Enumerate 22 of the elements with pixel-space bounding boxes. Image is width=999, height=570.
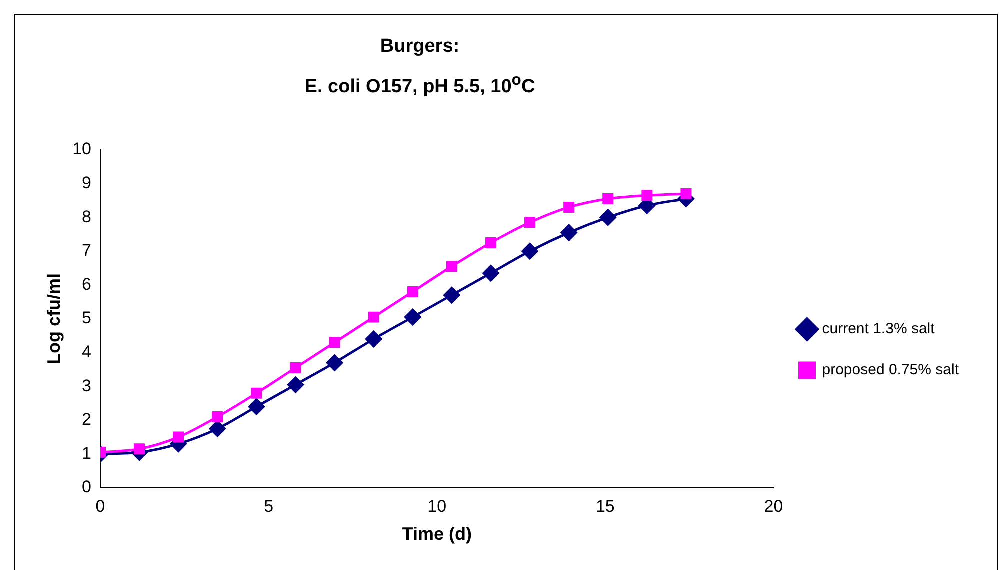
legend-label: proposed 0.75% salt bbox=[822, 362, 960, 379]
y-tick-label: 5 bbox=[82, 308, 92, 328]
chart-subtitle: E. coli O157, pH 5.5, 10$^{o}$C bbox=[304, 71, 536, 100]
x-tick-label: 0 bbox=[96, 496, 106, 516]
y-tick-label: 10 bbox=[72, 140, 92, 159]
x-tick-label: 5 bbox=[264, 496, 274, 516]
y-tick-label: 8 bbox=[82, 207, 92, 226]
y-tick-label: 9 bbox=[82, 173, 92, 192]
y-tick-label: 6 bbox=[82, 274, 92, 294]
chart-title: Burgers: bbox=[379, 35, 461, 59]
legend-label: current 1.3% salt bbox=[822, 320, 936, 338]
x-axis-title: Time (d) bbox=[402, 524, 472, 544]
y-tick-label: 1 bbox=[82, 444, 92, 463]
y-tick-label: 2 bbox=[82, 410, 92, 430]
y-tick-label: 4 bbox=[82, 342, 92, 362]
y-tick-label: 0 bbox=[82, 478, 92, 497]
y-tick-label: 7 bbox=[82, 241, 92, 260]
y-axis-title: Log cfu/ml bbox=[44, 274, 64, 364]
x-tick-label: 10 bbox=[428, 496, 447, 516]
x-tick-label: 15 bbox=[596, 496, 615, 516]
y-tick-label: 3 bbox=[82, 376, 92, 396]
x-tick-label: 20 bbox=[764, 496, 784, 516]
